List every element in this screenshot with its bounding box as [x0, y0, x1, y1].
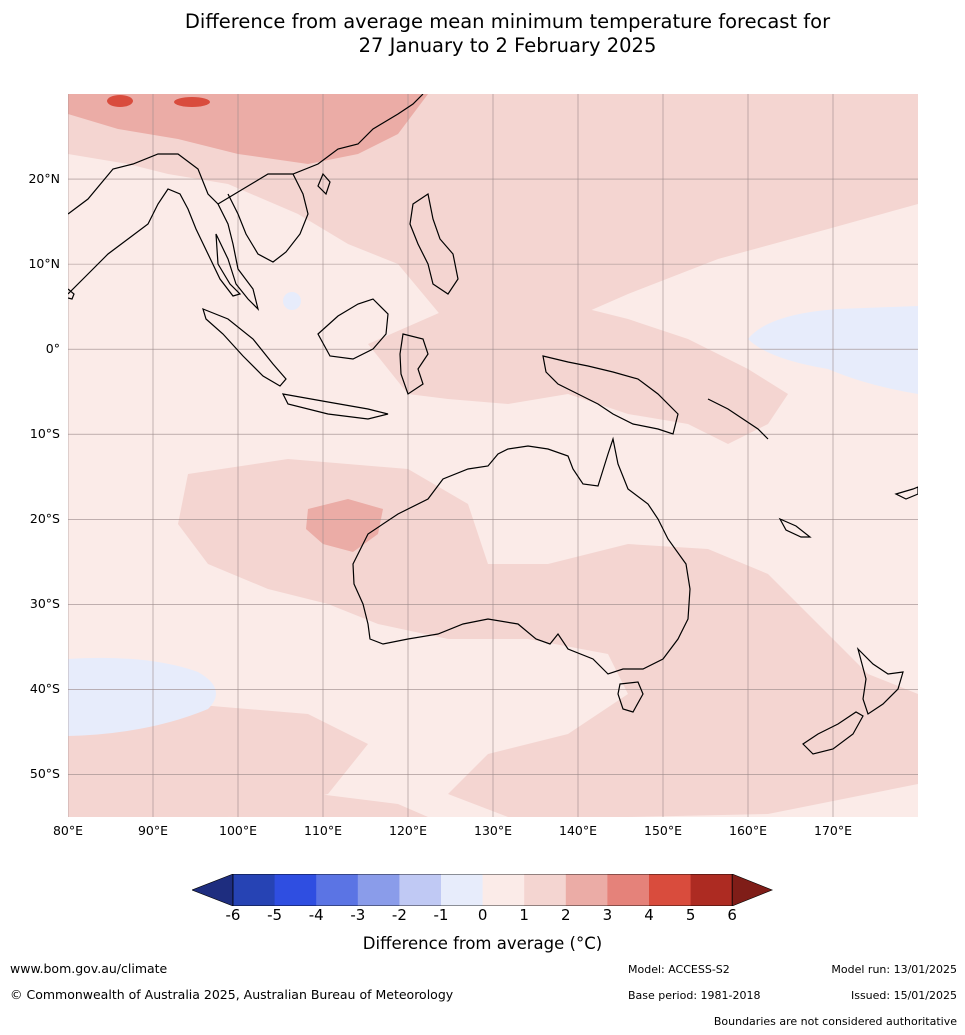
coast-asia-mainland — [68, 153, 260, 311]
colorbar-segment — [482, 874, 525, 906]
latitude-label: 0° — [45, 341, 60, 357]
footer-model-run: Model run: 13/01/2025 — [831, 963, 957, 976]
latitude-label: 20°S — [29, 511, 60, 527]
longitude-label: 160°E — [728, 823, 768, 838]
longitude-label: 140°E — [558, 823, 598, 838]
colorbar-tick-label: 5 — [685, 906, 696, 924]
coast-philippines — [409, 193, 459, 295]
coast-new-zealand-south — [802, 711, 864, 755]
title-line-1: Difference from average mean minimum tem… — [184, 10, 831, 33]
longitude-label: 110°E — [303, 823, 343, 838]
colorbar-tick-label: -4 — [308, 906, 324, 924]
latitude-label: 10°N — [28, 256, 60, 272]
footer-model: Model: ACCESS-S2 — [628, 963, 730, 976]
colorbar-tick-label: -1 — [433, 906, 449, 924]
anomaly-band-south — [178, 459, 918, 817]
anomaly-patch-western-australia — [306, 499, 383, 552]
colorbar-tick-label: -5 — [267, 906, 283, 924]
longitude-label: 130°E — [473, 823, 513, 838]
colorbar-tick-label: 2 — [561, 906, 571, 924]
anomaly-negative-southern-ocean — [68, 657, 216, 736]
latitude-label: 30°S — [29, 596, 60, 612]
longitude-label: 100°E — [218, 823, 258, 838]
colorbar-label: Difference from average (°C) — [362, 934, 603, 953]
colorbar-segment — [233, 874, 276, 906]
coast-tasmania — [617, 681, 644, 713]
longitude-label: 80°E — [52, 823, 84, 838]
colorbar-extend-high — [731, 874, 774, 906]
colorbar-segment — [690, 874, 733, 906]
colorbar-extend-low — [192, 874, 234, 906]
coast-china-east — [217, 94, 424, 205]
colorbar-frame — [232, 874, 733, 906]
colorbar-tick-label: -6 — [225, 906, 241, 924]
map-svg — [68, 94, 918, 817]
footer-disclaimer: Boundaries are not considered authoritat… — [713, 1015, 957, 1028]
longitude-label: 150°E — [643, 823, 683, 838]
colorbar-segment — [649, 874, 692, 906]
colorbar-segment — [357, 874, 400, 906]
footer-issued: Issued: 15/01/2025 — [850, 989, 957, 1002]
colorbar-tick-label: 3 — [602, 906, 613, 924]
colorbar-segment — [607, 874, 650, 906]
latitude-label: 40°S — [29, 681, 60, 697]
anomaly-negative-spot — [283, 292, 301, 310]
colorbar-tick-label: 1 — [519, 906, 529, 924]
colorbar-tick-label: 4 — [644, 906, 654, 924]
footer-website[interactable]: www.bom.gov.au/climate — [10, 961, 168, 976]
footer-base-period: Base period: 1981-2018 — [628, 989, 761, 1002]
longitude-label: 170°E — [813, 823, 853, 838]
colorbar-segment — [441, 874, 484, 906]
coast-borneo — [317, 298, 389, 360]
coastlines — [68, 94, 918, 755]
longitude-label: 120°E — [388, 823, 428, 838]
longitude-label: 90°E — [137, 823, 169, 838]
colorbar-tick-label: -2 — [391, 906, 407, 924]
colorbar-segment — [316, 874, 359, 906]
coast-sri-lanka — [68, 288, 75, 300]
coast-indochina — [227, 173, 309, 263]
coast-fiji — [894, 486, 918, 500]
latitude-label: 10°S — [29, 426, 60, 442]
colorbar-segment — [565, 874, 608, 906]
anomaly-band-far-south — [68, 794, 428, 817]
coast-new-caledonia — [778, 517, 812, 538]
title-line-2: 27 January to 2 February 2025 — [358, 34, 657, 57]
coast-australia — [352, 436, 691, 675]
colorbar-segment — [524, 874, 567, 906]
coast-new-zealand-north — [856, 646, 904, 715]
anomaly-band-southwest — [68, 704, 368, 817]
anomaly-patch-china — [68, 94, 428, 164]
colorbar-tick-label: 6 — [727, 906, 737, 924]
coast-java — [281, 393, 389, 420]
colorbar-segment — [274, 874, 317, 906]
coast-solomon-islands — [707, 398, 769, 440]
colorbar-segment — [399, 874, 442, 906]
colorbar — [192, 874, 774, 906]
map-panel — [68, 94, 918, 817]
coast-taiwan — [317, 172, 331, 196]
latitude-label: 20°N — [28, 171, 60, 187]
latitude-label: 50°S — [29, 766, 60, 782]
footer-copyright: © Commonwealth of Australia 2025, Austra… — [10, 987, 454, 1002]
map-title: Difference from average mean minimum tem… — [0, 10, 965, 58]
anomaly-spot-1 — [107, 95, 133, 107]
anomaly-spot-2 — [174, 97, 210, 107]
coast-new-guinea — [542, 355, 679, 435]
coast-sumatra — [202, 307, 287, 387]
colorbar-tick-label: -3 — [350, 906, 366, 924]
colorbar-tick-label: 0 — [477, 906, 488, 924]
coast-sulawesi — [399, 333, 429, 395]
